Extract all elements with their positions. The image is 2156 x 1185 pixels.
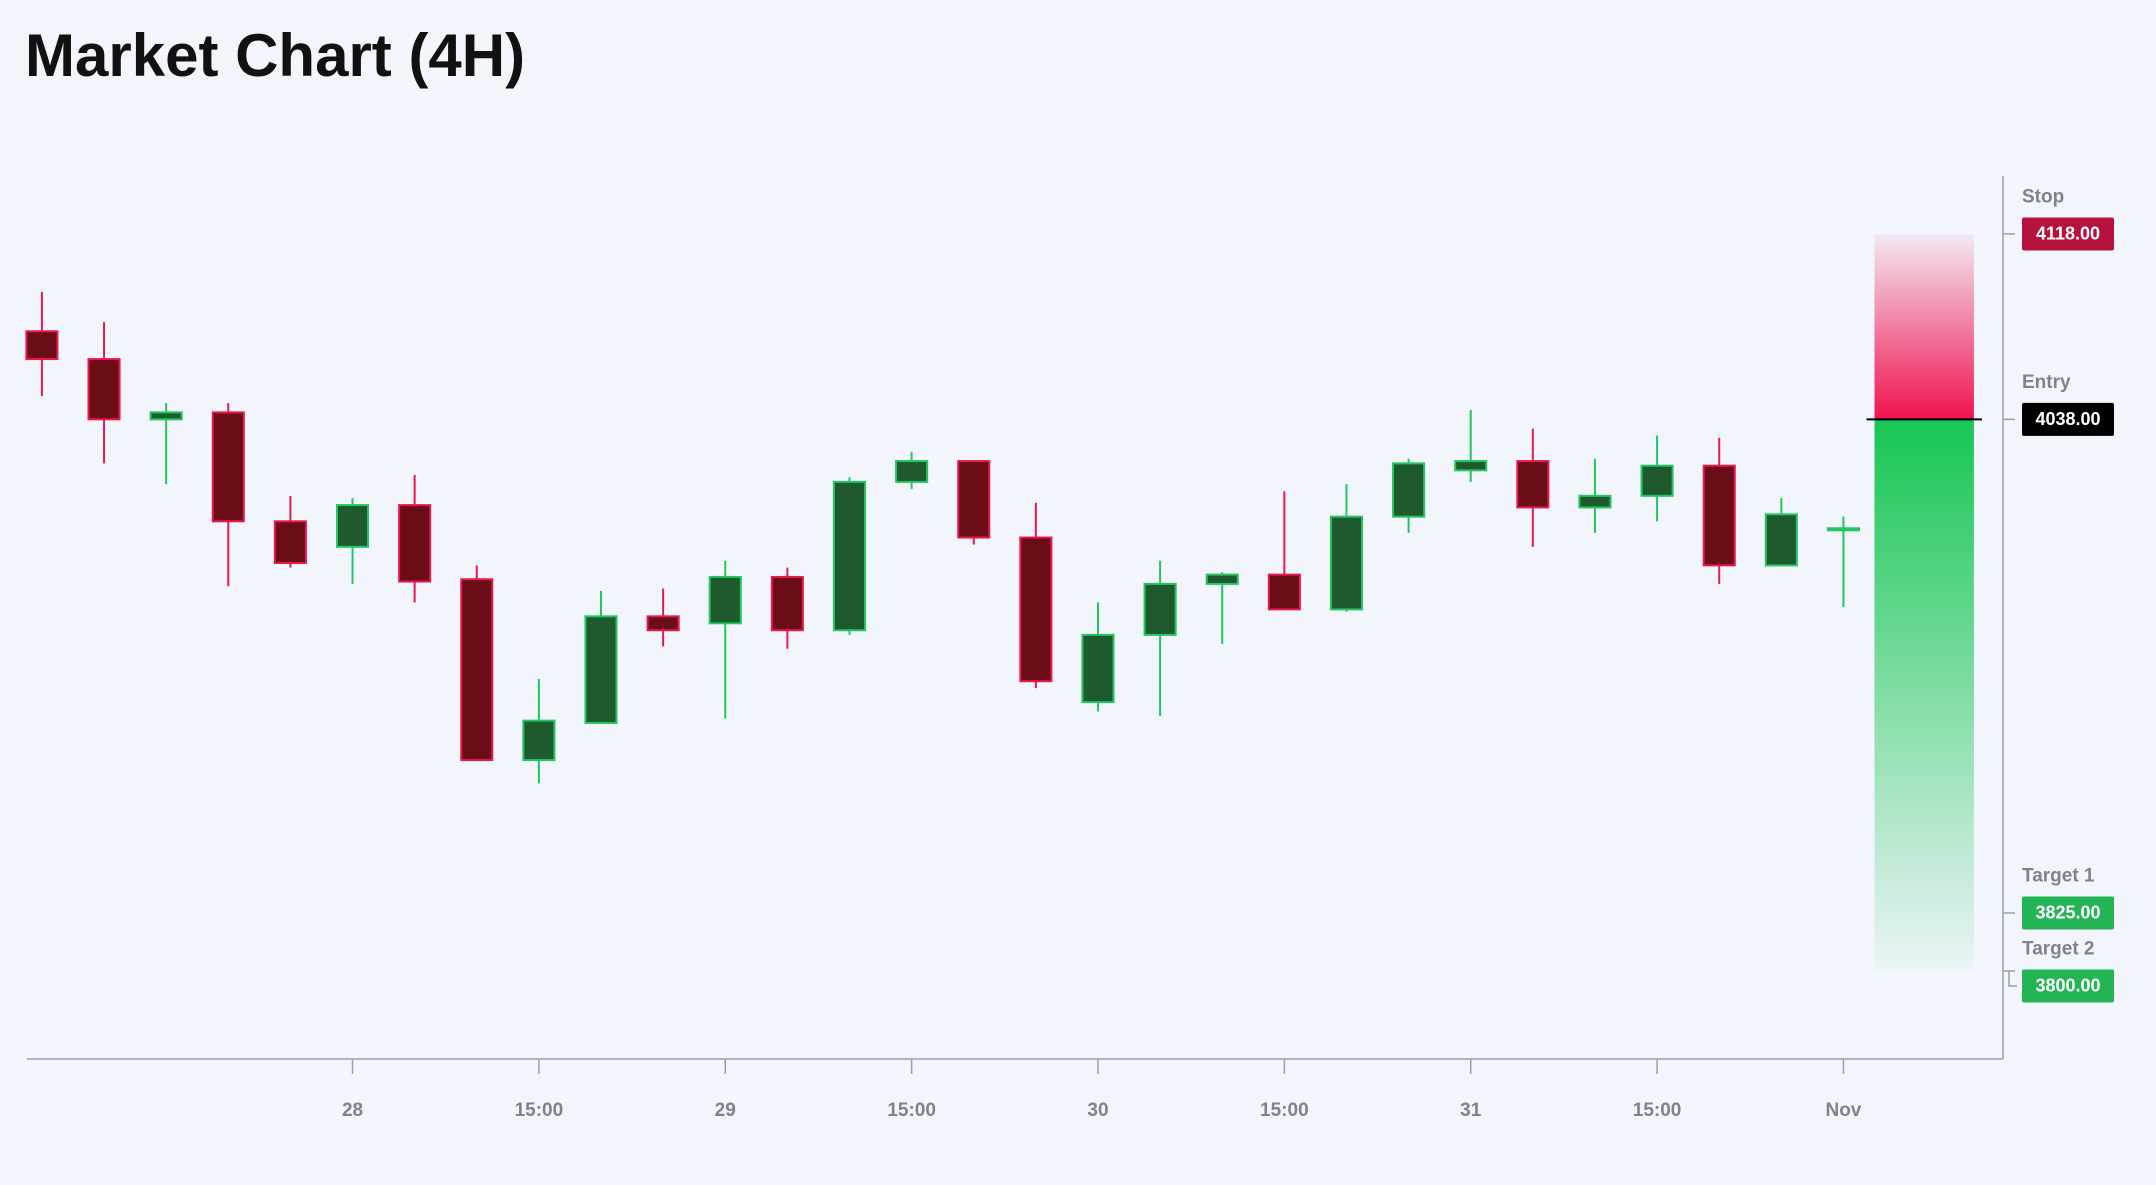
candle-body bbox=[1764, 513, 1798, 567]
candle-body bbox=[522, 719, 556, 762]
candle-body bbox=[770, 575, 804, 632]
level-label: 4038.00 bbox=[2035, 409, 2100, 429]
candle-body bbox=[1267, 573, 1301, 611]
candle-body bbox=[1454, 460, 1488, 472]
candle-body bbox=[708, 575, 742, 625]
level-name: Stop bbox=[2022, 186, 2064, 207]
level-label-box bbox=[2022, 402, 2114, 436]
level-label: 3800.00 bbox=[2035, 976, 2100, 996]
chart-title: Market Chart (4H) bbox=[25, 22, 525, 89]
candle-body bbox=[832, 480, 867, 632]
x-tick-label: 15:00 bbox=[1260, 1100, 1309, 1121]
candle-body bbox=[584, 615, 618, 724]
level-label: 3825.00 bbox=[2035, 903, 2100, 923]
candle-body bbox=[1516, 460, 1550, 509]
x-tick-label: 28 bbox=[342, 1100, 363, 1121]
candle-body bbox=[398, 504, 432, 583]
candle-body bbox=[1826, 527, 1860, 532]
candle-body bbox=[1702, 464, 1736, 567]
x-tick-label: 15:00 bbox=[887, 1100, 936, 1121]
x-tick-label: 30 bbox=[1087, 1100, 1108, 1121]
candle-body bbox=[25, 330, 59, 361]
candle-body bbox=[646, 615, 680, 632]
x-tick-label: Nov bbox=[1825, 1100, 1861, 1121]
candle-body bbox=[211, 411, 245, 523]
candle-body bbox=[1329, 515, 1364, 611]
candle-body bbox=[335, 504, 370, 548]
candle-body bbox=[1205, 573, 1239, 585]
candle-body bbox=[1019, 536, 1053, 683]
x-tick-label: 15:00 bbox=[515, 1100, 564, 1121]
level-label-box bbox=[2022, 217, 2114, 251]
candle-body bbox=[460, 578, 494, 762]
x-tick-label: 15:00 bbox=[1633, 1100, 1682, 1121]
candle-body bbox=[273, 520, 307, 565]
candle-body bbox=[1578, 494, 1612, 509]
candle-body bbox=[149, 411, 183, 421]
x-tick-label: 29 bbox=[715, 1100, 736, 1121]
level-connector bbox=[2008, 970, 2017, 987]
candle-body bbox=[957, 460, 991, 539]
x-tick-label: 31 bbox=[1460, 1100, 1482, 1121]
candle-body bbox=[1640, 464, 1674, 497]
candle-body bbox=[1392, 462, 1426, 518]
level-label: 4118.00 bbox=[2036, 224, 2100, 244]
level-label-box bbox=[2022, 969, 2114, 1003]
level-label-box bbox=[2022, 896, 2114, 930]
level-name: Target 1 bbox=[2022, 866, 2095, 887]
candle-body bbox=[87, 358, 121, 421]
candle-body bbox=[895, 460, 929, 483]
candle-body bbox=[1081, 633, 1115, 704]
candle-body bbox=[1143, 582, 1177, 636]
stop-zone bbox=[1874, 233, 1974, 420]
level-name: Target 2 bbox=[2022, 939, 2095, 960]
target-zone bbox=[1874, 419, 1974, 971]
level-name: Entry bbox=[2022, 372, 2071, 393]
